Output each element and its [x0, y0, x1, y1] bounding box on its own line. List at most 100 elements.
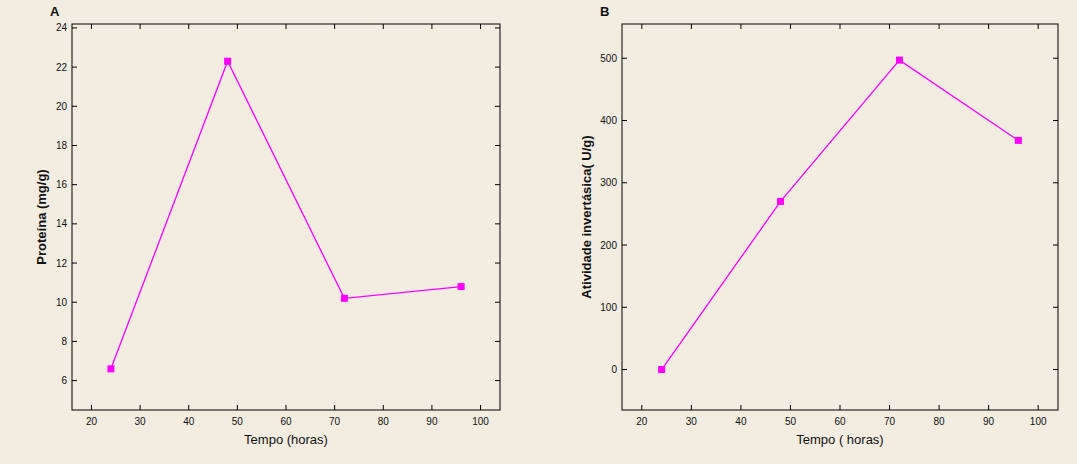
x-tick-top: [140, 24, 141, 29]
data-point: [341, 295, 348, 302]
y-tick: [72, 380, 77, 381]
x-tick-top: [889, 24, 890, 29]
x-tick: [286, 405, 287, 410]
x-tick: [188, 405, 189, 410]
x-tick-top: [431, 24, 432, 29]
y-tick: [622, 369, 627, 370]
x-tick-top: [188, 24, 189, 29]
x-tick-top: [790, 24, 791, 29]
y-tick: [72, 106, 77, 107]
x-tick: [889, 405, 890, 410]
x-tick-top: [1038, 24, 1039, 29]
y-tick-right: [495, 380, 500, 381]
data-point: [107, 365, 114, 372]
y-axis-title: Proteína (mg/g): [34, 169, 49, 264]
x-tick-top: [91, 24, 92, 29]
y-tick-right: [1053, 182, 1058, 183]
y-tick-right: [495, 223, 500, 224]
y-tick-label: 16: [56, 179, 68, 190]
y-tick-label: 0: [611, 364, 617, 375]
y-tick-label: 14: [56, 218, 68, 229]
x-tick-label: 40: [735, 416, 747, 427]
panel-letter: A: [50, 4, 60, 19]
y-tick: [72, 67, 77, 68]
y-tick: [72, 145, 77, 146]
x-tick: [383, 405, 384, 410]
x-tick-label: 20: [86, 416, 98, 427]
x-tick-top: [480, 24, 481, 29]
panel-letter: B: [600, 4, 609, 19]
x-tick-label: 90: [983, 416, 995, 427]
data-point: [1015, 137, 1022, 144]
data-point: [777, 198, 784, 205]
x-tick-top: [286, 24, 287, 29]
y-tick-label: 10: [56, 297, 68, 308]
data-point: [896, 57, 903, 64]
x-tick-top: [939, 24, 940, 29]
y-tick: [622, 182, 627, 183]
x-tick-label: 40: [183, 416, 195, 427]
x-tick: [740, 405, 741, 410]
data-point: [224, 58, 231, 65]
x-tick: [334, 405, 335, 410]
x-tick-label: 90: [426, 416, 438, 427]
y-tick-label: 400: [600, 115, 617, 126]
x-tick-label: 80: [378, 416, 390, 427]
y-tick: [72, 184, 77, 185]
x-tick-top: [840, 24, 841, 29]
x-axis-title: Tempo ( horas): [796, 432, 883, 447]
y-tick-right: [1053, 58, 1058, 59]
x-tick-label: 70: [329, 416, 341, 427]
y-tick-label: 12: [56, 258, 68, 269]
y-tick-right: [495, 341, 500, 342]
y-tick-label: 300: [600, 177, 617, 188]
y-tick: [622, 58, 627, 59]
x-axis-title: Tempo (horas): [244, 432, 328, 447]
x-tick: [840, 405, 841, 410]
y-tick-right: [495, 27, 500, 28]
y-tick-label: 100: [600, 302, 617, 313]
x-tick-label: 30: [686, 416, 698, 427]
x-tick: [237, 405, 238, 410]
y-tick-right: [1053, 120, 1058, 121]
y-tick-right: [1053, 245, 1058, 246]
x-tick: [939, 405, 940, 410]
figure: 2030405060708090100681012141618202224Tem…: [0, 0, 1077, 464]
y-tick-label: 22: [56, 62, 68, 73]
y-tick-right: [495, 184, 500, 185]
x-tick-label: 100: [472, 416, 489, 427]
x-tick: [431, 405, 432, 410]
y-tick: [72, 341, 77, 342]
x-tick-label: 50: [232, 416, 244, 427]
y-tick-label: 500: [600, 53, 617, 64]
data-line: [662, 60, 1019, 369]
x-tick-label: 60: [834, 416, 846, 427]
y-tick-right: [1053, 307, 1058, 308]
x-tick-label: 20: [636, 416, 648, 427]
x-tick: [480, 405, 481, 410]
panel: 2030405060708090100681012141618202224Tem…: [34, 4, 500, 447]
y-tick: [622, 245, 627, 246]
x-tick: [790, 405, 791, 410]
y-tick-label: 8: [61, 336, 67, 347]
x-tick-label: 50: [785, 416, 797, 427]
x-tick-top: [237, 24, 238, 29]
x-tick-label: 70: [884, 416, 896, 427]
y-tick-right: [495, 302, 500, 303]
y-tick-label: 6: [61, 375, 67, 386]
y-tick-right: [495, 145, 500, 146]
data-group: [658, 57, 1022, 373]
y-tick-label: 20: [56, 101, 68, 112]
x-tick: [641, 405, 642, 410]
y-tick: [72, 302, 77, 303]
x-tick: [691, 405, 692, 410]
y-tick: [622, 307, 627, 308]
x-tick: [988, 405, 989, 410]
data-group: [107, 58, 464, 373]
data-line: [111, 61, 461, 369]
y-tick-right: [1053, 369, 1058, 370]
x-tick-label: 60: [280, 416, 292, 427]
y-tick: [72, 27, 77, 28]
y-axis-title: Atividade invertásica( U/g): [579, 135, 594, 298]
x-tick-top: [740, 24, 741, 29]
